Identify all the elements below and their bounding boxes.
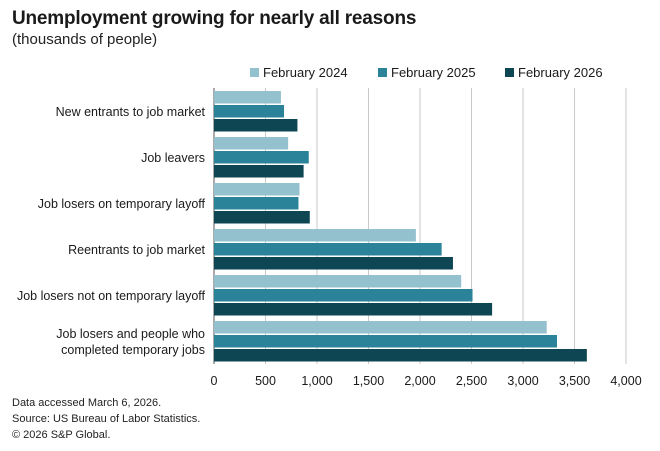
category-label-0: New entrants to job market: [56, 105, 206, 119]
legend-label-feb-2025: February 2025: [391, 65, 476, 80]
bar-4-february-2026: [214, 303, 493, 316]
bar-1-february-2025: [214, 151, 309, 164]
bars: [214, 91, 587, 362]
category-labels: New entrants to job market Job leavers Job…: [17, 105, 206, 357]
category-label-4: Job losers not on temporary layoff: [17, 289, 206, 303]
legend-label-feb-2024: February 2024: [263, 65, 348, 80]
x-tick-label-2000: 2,000: [404, 374, 435, 388]
x-tick-label-1500: 1,500: [353, 374, 384, 388]
category-label-2: Job losers on temporary layoff: [38, 197, 206, 211]
bar-1-february-2026: [214, 165, 304, 178]
x-tick-label-3500: 3,500: [559, 374, 590, 388]
bar-3-february-2024: [214, 229, 416, 242]
grid-lines: [213, 88, 627, 364]
legend-item-feb-2024: February 2024: [250, 65, 348, 80]
footnote-copyright: © 2026 S&P Global.: [12, 429, 111, 441]
category-label-5-line-0: Job losers and people who: [56, 327, 205, 341]
bar-5-february-2024: [214, 321, 547, 334]
category-label-3: Reentrants to job market: [68, 243, 205, 257]
bar-0-february-2025: [214, 105, 285, 118]
chart-subtitle: (thousands of people): [12, 31, 158, 48]
bar-2-february-2024: [214, 183, 300, 196]
bar-0-february-2026: [214, 119, 298, 132]
x-tick-label-1000: 1,000: [301, 374, 332, 388]
bar-1-february-2024: [214, 137, 289, 150]
chart-title: Unemployment growing for nearly all reas…: [12, 8, 417, 29]
category-label-5-line-1: completed temporary jobs: [61, 343, 205, 357]
bar-2-february-2026: [214, 211, 310, 224]
legend-swatch-feb-2026: [505, 68, 514, 77]
legend-swatch-feb-2025: [378, 68, 387, 77]
bar-3-february-2026: [214, 257, 453, 270]
category-label-1: Job leavers: [141, 151, 205, 165]
bar-4-february-2025: [214, 289, 473, 302]
bar-2-february-2025: [214, 197, 299, 210]
bar-5-february-2025: [214, 335, 557, 348]
x-tick-label-0: 0: [211, 374, 218, 388]
x-tick-label-3000: 3,000: [507, 374, 538, 388]
legend: February 2024 February 2025 February 202…: [0, 65, 660, 83]
x-tick-label-4000: 4,000: [610, 374, 641, 388]
bar-5-february-2026: [214, 349, 587, 362]
bar-3-february-2025: [214, 243, 442, 256]
footnote-data-accessed: Data accessed March 6, 2026.: [12, 397, 162, 409]
bar-4-february-2024: [214, 275, 462, 288]
x-tick-label-2500: 2,500: [456, 374, 487, 388]
legend-swatch-feb-2024: [250, 68, 259, 77]
legend-item-feb-2025: February 2025: [378, 65, 476, 80]
bar-0-february-2024: [214, 91, 281, 104]
x-axis-ticks: 0 500 1,000 1,500 2,000 2,500 3,000 3,500 4,000: [211, 374, 642, 388]
legend-item-feb-2026: February 2026: [505, 65, 603, 80]
x-tick-label-500: 500: [255, 374, 276, 388]
footnote-source: Source: US Bureau of Labor Statistics.: [12, 413, 201, 425]
legend-label-feb-2026: February 2026: [518, 65, 603, 80]
